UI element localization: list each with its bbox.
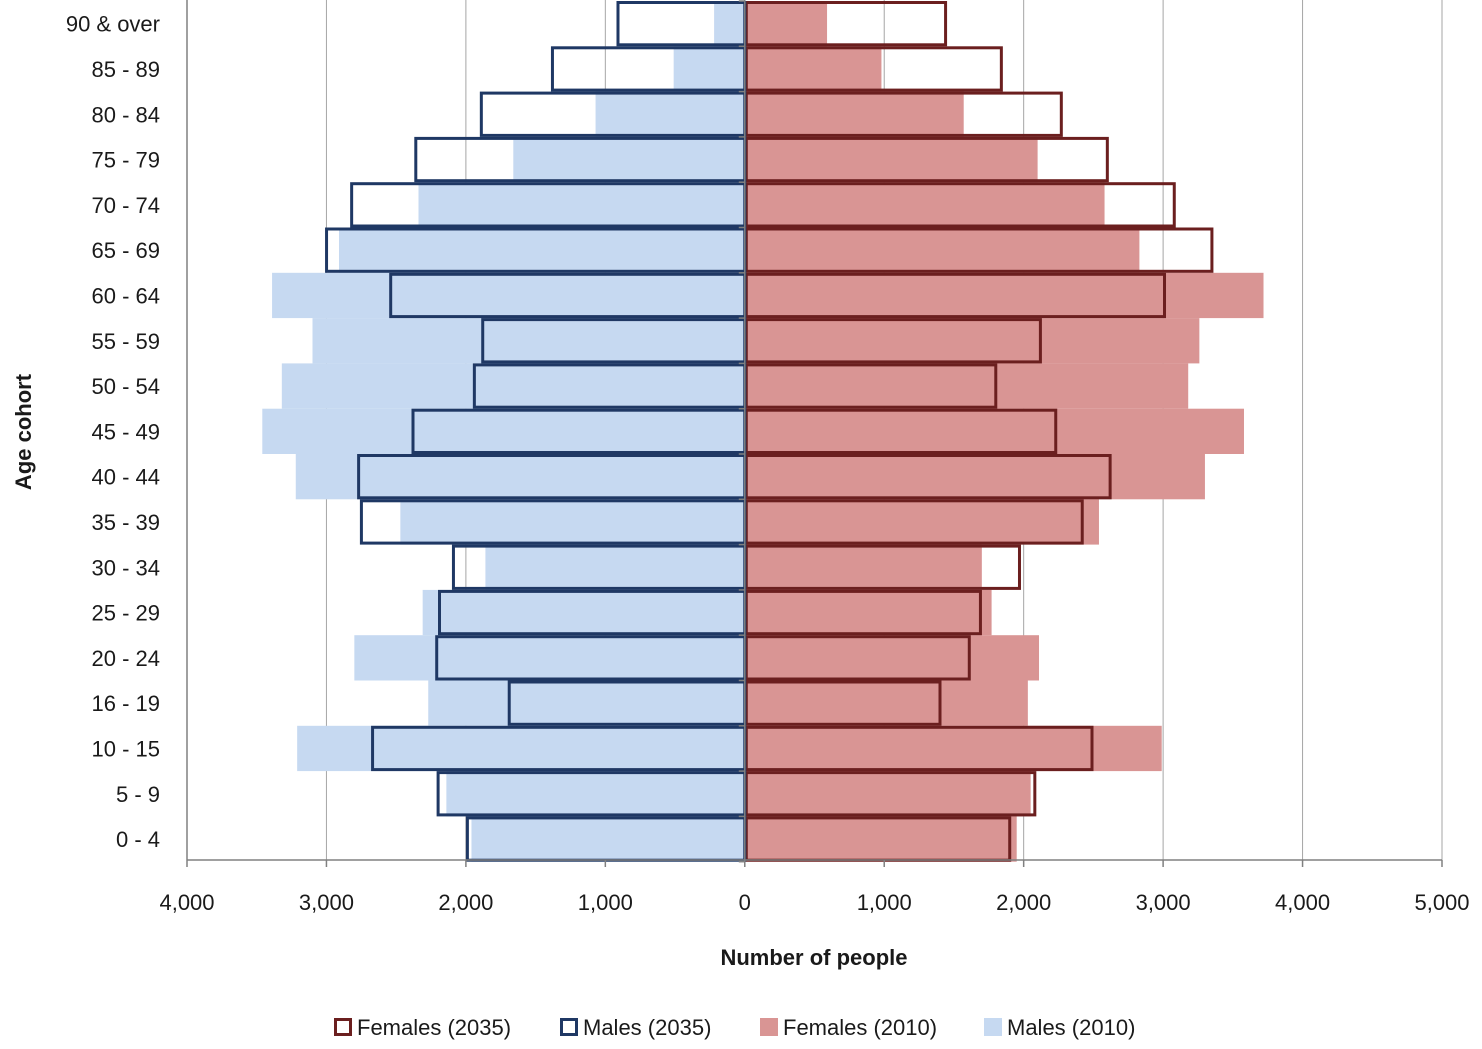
legend-swatch <box>334 1018 352 1036</box>
x-axis-title: Number of people <box>720 945 907 970</box>
y-tick-labels: 0 - 4 5 - 9 10 - 15 16 - 19 20 - 24 25 - 29 30… <box>66 12 160 852</box>
y-tick-label: 70 - 74 <box>92 193 161 218</box>
bar-males-2010--6 <box>485 544 745 590</box>
x-tick-label: 3,000 <box>299 890 354 915</box>
y-axis-title: Age cohort <box>11 373 36 490</box>
y-tick-label: 65 - 69 <box>92 238 161 263</box>
bar-females-2010--4 <box>744 635 1040 681</box>
x-tick-labels: 4,000 3,000 2,000 1,000 0 1,000 2,000 3,000 4,00… <box>159 890 1469 915</box>
y-tick-label: 80 - 84 <box>92 102 161 127</box>
x-tick-label: 1,000 <box>857 890 912 915</box>
x-tick-label: 4,000 <box>159 890 214 915</box>
x-tick-label: 1,000 <box>578 890 633 915</box>
bar-females-2010--11 <box>744 318 1200 364</box>
bar-females-2010--0 <box>744 816 1017 862</box>
bar-females-2010--6 <box>744 544 982 590</box>
bar-females-2010--13 <box>744 227 1140 273</box>
bar-males-2010--10 <box>281 363 745 409</box>
bar-males-2010--15 <box>513 136 745 183</box>
axes <box>186 0 1443 867</box>
bar-males-2010--14 <box>418 182 745 228</box>
y-tick-label: 16 - 19 <box>92 691 161 716</box>
bar-females-2010--5 <box>744 589 992 636</box>
y-tick-label: 60 - 64 <box>92 283 161 308</box>
y-tick-label: 55 - 59 <box>92 329 161 354</box>
bar-females-2010--8 <box>744 454 1205 500</box>
legend-swatch <box>760 1018 778 1036</box>
x-tick-label: 4,000 <box>1275 890 1330 915</box>
y-tick-label: 20 - 24 <box>92 646 161 671</box>
bar-males-2010--17 <box>673 46 745 92</box>
legend-label: Females (2010) <box>783 1015 937 1040</box>
bar-males-2010--4 <box>354 635 745 681</box>
bar-females-2010--17 <box>744 46 882 92</box>
bar-females-2010--14 <box>744 182 1105 228</box>
y-tick-label: 90 & over <box>66 12 160 37</box>
y-tick-label: 10 - 15 <box>92 736 161 761</box>
bar-females-2010--15 <box>744 136 1038 183</box>
bar-females-2010--1 <box>744 771 1031 817</box>
legend-label: Females (2035) <box>357 1015 511 1040</box>
bar-males-2010--0 <box>471 816 745 862</box>
bar-males-2010--7 <box>400 499 745 545</box>
y-tick-label: 85 - 89 <box>92 57 161 82</box>
bar-males-2010--5 <box>422 589 745 636</box>
bar-males-2010--8 <box>295 454 745 500</box>
x-tick-label: 0 <box>739 890 751 915</box>
legend-label: Males (2010) <box>1007 1015 1135 1040</box>
y-tick-label: 40 - 44 <box>92 465 161 490</box>
bar-females-2010--10 <box>744 363 1189 409</box>
bar-males-2010--1 <box>446 771 745 817</box>
y-tick-label: 30 - 34 <box>92 555 161 580</box>
bar-females-2010--7 <box>744 499 1099 545</box>
bar-males-2010--12 <box>272 272 745 319</box>
y-tick-label: 0 - 4 <box>116 827 160 852</box>
bar-females-2010--9 <box>744 408 1244 454</box>
bar-females-2035--1 <box>744 771 1037 817</box>
y-tick-label: 25 - 29 <box>92 601 161 626</box>
bar-females-2010--18 <box>744 1 828 47</box>
legend-swatch <box>560 1018 578 1036</box>
y-tick-label: 50 - 54 <box>92 374 161 399</box>
x-tick-label: 2,000 <box>996 890 1051 915</box>
legend: Females (2035) Males (2035) Females (2010)… <box>334 1015 1135 1040</box>
y-tick-label: 35 - 39 <box>92 510 161 535</box>
legend-label: Males (2035) <box>583 1015 711 1040</box>
bar-males-2010--11 <box>312 318 745 364</box>
bar-males-2010--16 <box>595 91 745 137</box>
bar-females-2035--7 <box>744 499 1084 545</box>
bar-males-2010--13 <box>338 227 745 273</box>
bar-males-2010--3 <box>428 680 745 726</box>
bar-males-2010--18 <box>714 1 745 47</box>
x-tick-label: 3,000 <box>1136 890 1191 915</box>
x-tick-label: 5,000 <box>1414 890 1469 915</box>
bar-females-2010--3 <box>744 680 1028 726</box>
bar-females-2035--14 <box>744 182 1176 228</box>
y-tick-label: 5 - 9 <box>116 782 160 807</box>
y-tick-label: 45 - 49 <box>92 419 161 444</box>
bar-females-2010--16 <box>744 91 964 137</box>
bar-males-2010--2 <box>297 725 745 772</box>
legend-swatch <box>984 1018 1002 1036</box>
y-tick-label: 75 - 79 <box>92 148 161 173</box>
bar-females-2010--2 <box>744 725 1162 772</box>
filled-bars-2010 <box>262 1 1264 862</box>
bar-males-2010--9 <box>262 408 745 454</box>
x-tick-label: 2,000 <box>438 890 493 915</box>
bar-females-2010--12 <box>744 272 1264 319</box>
